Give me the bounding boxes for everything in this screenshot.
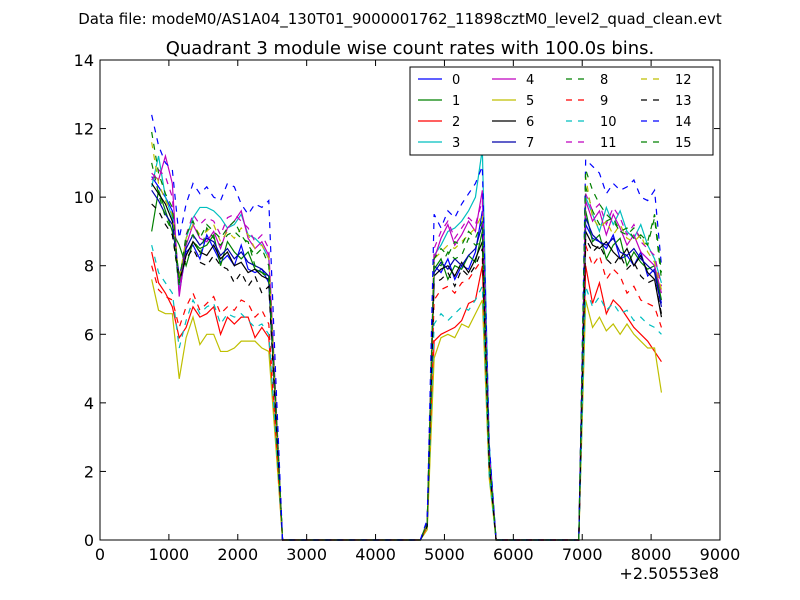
y-tick-label: 0: [84, 531, 94, 550]
legend-label-0: 0: [452, 73, 460, 88]
legend-label-9: 9: [600, 94, 608, 109]
y-tick-label: 6: [84, 325, 94, 344]
x-tick-label: 4000: [355, 545, 396, 564]
legend-label-2: 2: [452, 115, 460, 130]
x-tick-label: 8000: [631, 545, 672, 564]
legend-label-8: 8: [600, 73, 608, 88]
x-tick-label: 9000: [700, 545, 741, 564]
y-tick-label: 12: [74, 120, 94, 139]
legend-label-7: 7: [526, 136, 534, 151]
y-tick-label: 4: [84, 394, 94, 413]
legend-label-13: 13: [675, 94, 692, 109]
y-tick-label: 10: [74, 188, 94, 207]
legend-label-12: 12: [675, 73, 692, 88]
legend-label-1: 1: [452, 94, 460, 109]
legend-label-14: 14: [675, 115, 692, 130]
chart-title: Quadrant 3 module wise count rates with …: [166, 38, 655, 59]
x-tick-label: 0: [95, 545, 105, 564]
legend-label-5: 5: [526, 94, 534, 109]
y-tick-label: 8: [84, 257, 94, 276]
x-tick-label: 6000: [493, 545, 534, 564]
x-tick-label: 7000: [562, 545, 603, 564]
legend-label-6: 6: [526, 115, 534, 130]
legend-label-15: 15: [675, 136, 692, 151]
x-tick-label: 3000: [286, 545, 327, 564]
ticks-layer: 0 1000 2000 3000 4000 5000 6000 7000 8000 9000 0 2 4…: [74, 51, 741, 564]
legend-label-4: 4: [526, 73, 534, 88]
legend-frame: [409, 66, 714, 156]
x-offset-label: +2.50553e8: [619, 564, 719, 583]
plot-frame: [99, 59, 721, 541]
legend-label-10: 10: [600, 115, 617, 130]
x-tick-label: 2000: [217, 545, 258, 564]
legend-label-3: 3: [452, 136, 460, 151]
chart-suptitle: Data file: modeM0/AS1A04_130T01_90000017…: [78, 10, 722, 29]
y-tick-label: 14: [74, 51, 94, 70]
x-tick-label: 1000: [149, 545, 190, 564]
y-tick-label: 2: [84, 462, 94, 481]
legend-label-11: 11: [600, 136, 617, 151]
x-tick-label: 5000: [424, 545, 465, 564]
